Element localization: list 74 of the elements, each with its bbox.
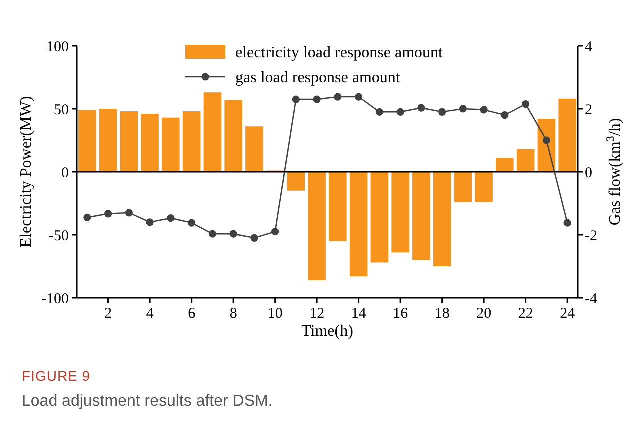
point [250, 234, 258, 242]
bar [329, 172, 347, 242]
bar [454, 172, 472, 202]
point [501, 112, 509, 120]
x-tick-label: 24 [560, 306, 576, 322]
legend-label: gas load response amount [236, 70, 401, 87]
point [84, 214, 92, 222]
text: Load adjustment results after DSM. [22, 393, 273, 410]
y2-tick-label: 0 [585, 165, 592, 182]
x-tick-label: 16 [393, 306, 409, 322]
y-tick-label: 0 [62, 165, 69, 182]
bar [308, 172, 326, 280]
legend-label: electricity load response amount [236, 44, 444, 62]
point [146, 218, 154, 226]
bar [120, 112, 138, 172]
bar [558, 98, 576, 172]
point [438, 108, 446, 116]
x-tick-label: 12 [310, 306, 325, 322]
x-tick-label: 4 [146, 306, 154, 322]
bar [78, 110, 96, 172]
point [230, 230, 238, 238]
x-tick-label: 2 [104, 306, 112, 322]
point [355, 93, 363, 101]
bar [433, 172, 452, 266]
x-tick-label: 20 [476, 306, 492, 322]
bar [141, 114, 159, 172]
caption: FIGURE 9 [22, 368, 91, 384]
point [334, 93, 342, 101]
x-axis-title: Time(h) [302, 323, 354, 340]
bar [350, 172, 368, 277]
point [542, 136, 550, 144]
point [292, 96, 300, 104]
point [522, 100, 530, 108]
point [272, 228, 280, 236]
point [208, 230, 216, 238]
point [459, 105, 467, 113]
y-axis-title: Electricity Power(MW) [18, 96, 35, 248]
point [125, 209, 133, 217]
x-tick-label: 22 [518, 306, 534, 322]
point [188, 219, 196, 227]
y2-tick-label: 4 [585, 39, 593, 56]
point [104, 210, 112, 218]
y-tick-label: -100 [42, 291, 69, 308]
bar [516, 149, 535, 172]
bar [204, 92, 222, 172]
y-tick-label: -50 [49, 228, 69, 244]
bar [496, 158, 514, 172]
point [480, 106, 488, 114]
x-tick-label: 6 [188, 306, 196, 322]
x-tick-label: 10 [268, 306, 283, 322]
bar [246, 126, 264, 172]
bar [182, 112, 201, 172]
point [167, 214, 175, 222]
x-tick-label: 18 [434, 306, 450, 322]
x-tick-label: 8 [230, 306, 238, 322]
bar [370, 172, 389, 263]
bar [412, 172, 430, 260]
point [396, 108, 404, 116]
y-tick-label: 50 [54, 102, 69, 118]
bar [162, 118, 180, 172]
y2-tick-label: 2 [585, 102, 592, 118]
y2-tick-label: -4 [585, 291, 598, 308]
point [564, 219, 572, 227]
y2-tick-label: -2 [585, 228, 598, 244]
bar [99, 109, 118, 172]
point [376, 108, 384, 116]
point [313, 96, 321, 104]
bar [475, 172, 493, 202]
x-tick-label: 14 [351, 306, 367, 322]
bar [287, 172, 306, 191]
bar [392, 172, 410, 253]
point [418, 104, 426, 112]
y-tick-label: 100 [46, 39, 69, 56]
bar [224, 100, 242, 172]
